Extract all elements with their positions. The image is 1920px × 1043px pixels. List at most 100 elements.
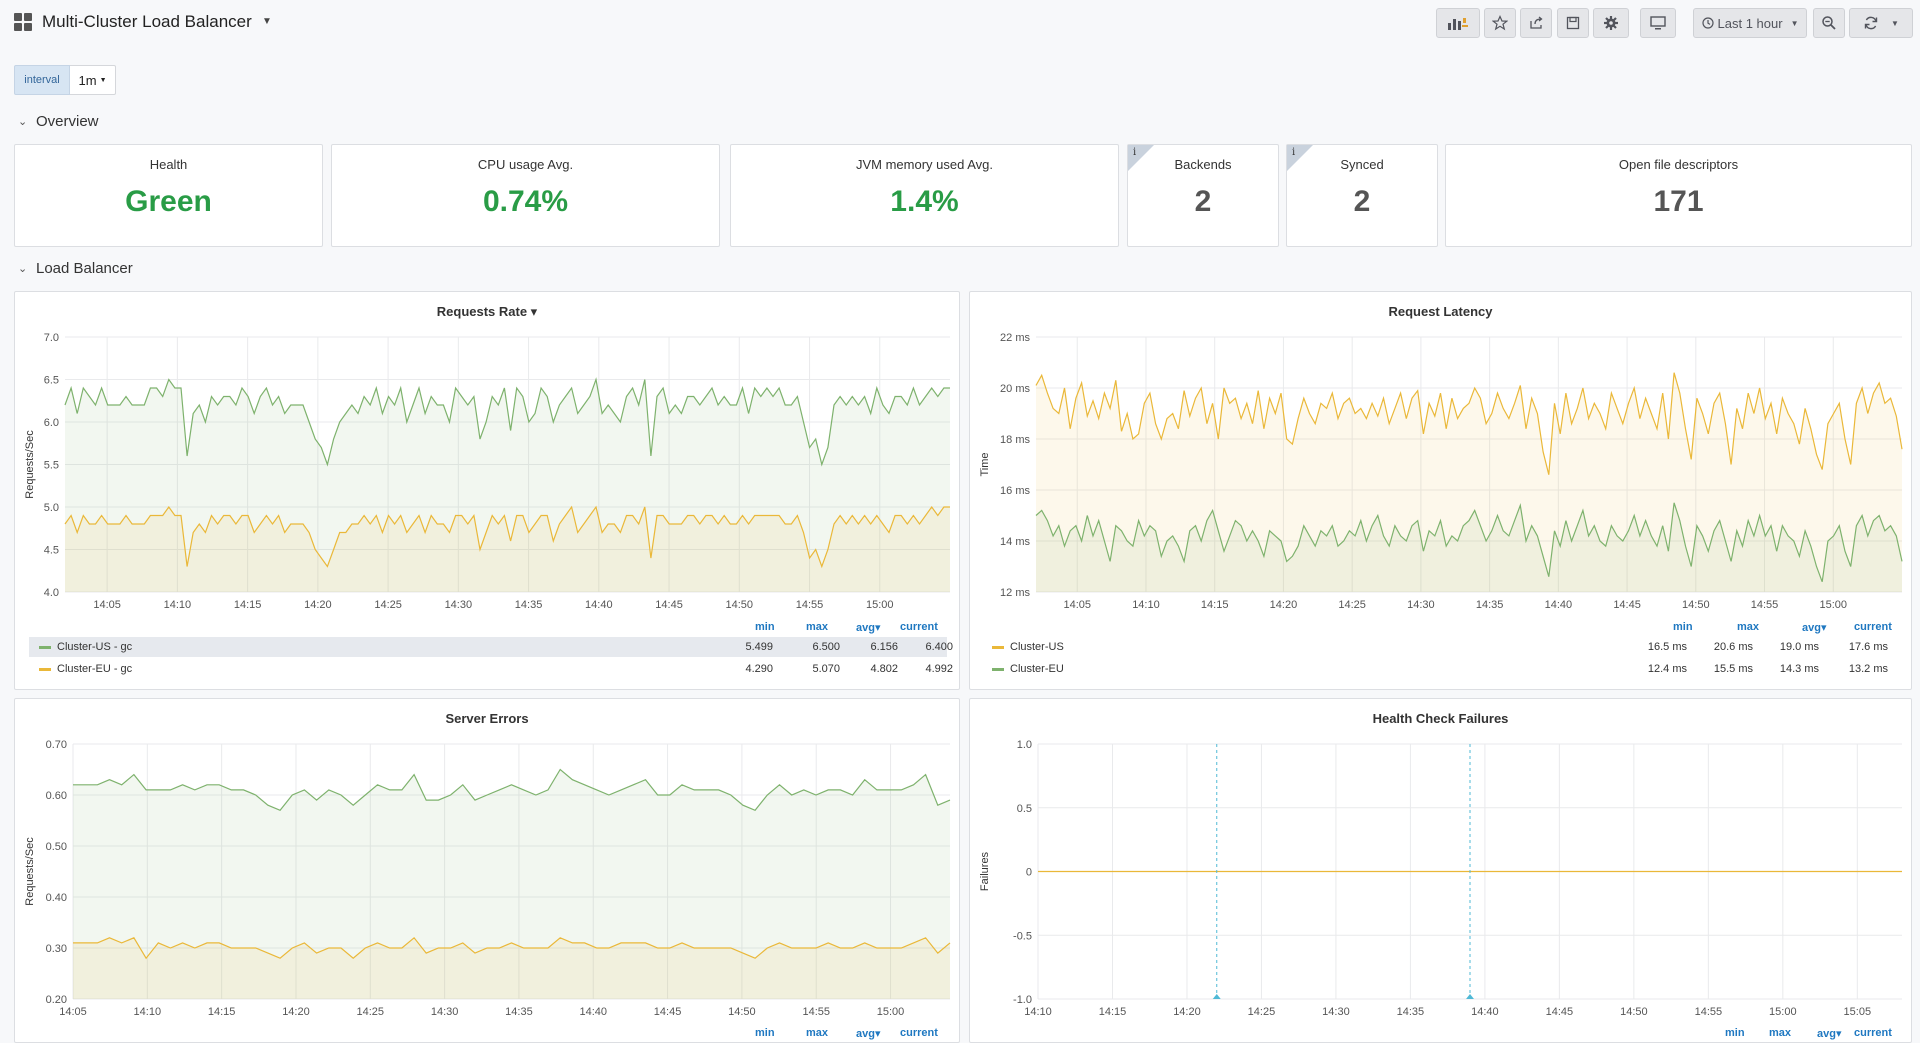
legend-header-min[interactable]: min — [755, 1027, 775, 1039]
info-icon[interactable]: i — [1133, 147, 1137, 158]
add-panel-icon — [1448, 18, 1468, 30]
legend-header-avg[interactable]: avg▾ — [856, 622, 881, 634]
share-button[interactable] — [1520, 8, 1552, 38]
series-area — [65, 379, 950, 592]
legend-series-name[interactable]: Cluster-EU — [1010, 663, 1064, 675]
graph-panel-health-check-failures[interactable]: Health Check Failures -1.0 -0.5 0 0.5 1.0 14:… — [969, 698, 1912, 1043]
legend-header-avg[interactable]: avg▾ — [1802, 622, 1827, 634]
y-tick-label: 0.50 — [46, 841, 67, 853]
stat-panel-health[interactable]: Health Green — [14, 144, 323, 247]
legend-row[interactable]: Cluster-US 16.5 ms 20.6 ms 19.0 ms 17.6 … — [982, 637, 1900, 657]
legend-series-name[interactable]: Cluster-EU - gc — [57, 663, 133, 675]
legend-series-name[interactable]: Cluster-US — [1010, 641, 1064, 653]
legend-header-current[interactable]: current — [900, 1027, 938, 1039]
x-tick-label: 14:40 — [585, 599, 613, 611]
graph-panel-request-latency[interactable]: Request Latency 12 ms 14 ms 16 ms 18 ms 20 m… — [969, 291, 1912, 690]
legend-row[interactable]: Cluster-EU 12.4 ms 15.5 ms 14.3 ms 13.2 … — [982, 659, 1900, 679]
y-tick-label: 0.5 — [1017, 803, 1032, 815]
row-load-balancer[interactable]: ⌄ Load Balancer — [18, 260, 133, 277]
legend-header-max[interactable]: max — [806, 621, 829, 633]
stat-value: 171 — [1653, 185, 1704, 218]
dashboard-title[interactable]: Multi-Cluster Load Balancer — [42, 12, 252, 31]
chevron-down-icon[interactable]: ▼ — [1891, 18, 1899, 28]
x-tick-label: 14:35 — [505, 1006, 533, 1018]
x-tick-label: 14:15 — [1201, 599, 1229, 611]
y-tick-label: 4.5 — [44, 545, 59, 557]
view-mode-button[interactable] — [1640, 8, 1676, 38]
health-check-failures-chart[interactable]: -1.0 -0.5 0 0.5 1.0 14:10 14:15 14:20 14:25 14:30… — [970, 699, 1913, 1029]
save-button[interactable] — [1557, 8, 1589, 38]
x-tick-label: 14:55 — [802, 1006, 830, 1018]
x-tick-label: 14:45 — [1613, 599, 1641, 611]
info-icon[interactable]: i — [1292, 147, 1296, 158]
x-tick-label: 14:10 — [134, 1006, 162, 1018]
graph-panel-requests-rate[interactable]: Requests Rate ▾ 4.0 4.5 5.0 5.5 6.0 6.5 7.0 14:… — [14, 291, 960, 690]
legend-header-current[interactable]: current — [900, 621, 938, 633]
stat-title: JVM memory used Avg. — [855, 157, 994, 172]
stat-panel-cpu[interactable]: CPU usage Avg. 0.74% — [331, 144, 720, 247]
legend-header-max[interactable]: max — [1769, 1027, 1792, 1039]
x-tick-label: 14:40 — [579, 1006, 607, 1018]
legend-header-current[interactable]: current — [1854, 1027, 1892, 1039]
legend-header-current[interactable]: current — [1854, 621, 1892, 633]
x-tick-label: 14:50 — [1620, 1006, 1648, 1018]
graph-panel-server-errors[interactable]: Server Errors 0.20 0.30 0.40 0.50 0.60 0.70 14… — [14, 698, 960, 1043]
x-tick-label: 14:30 — [445, 599, 473, 611]
y-tick-label: 0.70 — [46, 739, 67, 751]
legend-header-max[interactable]: max — [806, 1027, 829, 1039]
x-tick-label: 14:40 — [1471, 1006, 1499, 1018]
interval-variable-dropdown[interactable]: 1m ▼ — [70, 65, 116, 95]
legend-current: 6.400 — [925, 641, 953, 653]
info-corner[interactable] — [1287, 145, 1313, 171]
stat-panel-jvm-memory[interactable]: JVM memory used Avg. 1.4% — [730, 144, 1119, 247]
stat-title: Health — [149, 157, 188, 172]
x-tick-label: 14:20 — [1270, 599, 1298, 611]
annotation-marker — [1212, 994, 1221, 999]
legend-header-min[interactable]: min — [1673, 621, 1693, 633]
y-tick-label: 6.0 — [44, 417, 59, 429]
panel-title[interactable]: Requests Rate ▾ — [436, 304, 538, 319]
legend-header-avg[interactable]: avg▾ — [856, 1028, 881, 1040]
legend-min: 4.290 — [745, 663, 773, 675]
panel-title[interactable]: Health Check Failures — [1372, 711, 1509, 726]
series-line — [64, 377, 950, 467]
stat-panel-file-descriptors[interactable]: Open file descriptors 171 — [1445, 144, 1912, 247]
settings-button[interactable] — [1593, 8, 1629, 38]
stat-value: 0.74% — [482, 185, 569, 218]
panel-title[interactable]: Request Latency — [1388, 304, 1493, 319]
dashboard-grid-icon[interactable] — [14, 13, 32, 31]
chevron-down-icon[interactable]: ▼ — [262, 16, 272, 27]
star-button[interactable] — [1484, 8, 1516, 38]
y-tick-label: 0.30 — [46, 943, 67, 955]
server-errors-chart[interactable]: 0.20 0.30 0.40 0.50 0.60 0.70 14:05 14:10 14:15 1… — [15, 699, 961, 1029]
legend-row[interactable]: Cluster-EU - gc 4.290 5.070 4.802 4.992 — [29, 659, 953, 679]
legend-max: 5.070 — [812, 663, 840, 675]
time-picker-button[interactable]: Last 1 hour ▼ — [1693, 8, 1807, 38]
x-tick-label: 15:00 — [866, 599, 894, 611]
add-panel-button[interactable] — [1436, 8, 1480, 38]
panel-title[interactable]: Server Errors — [445, 711, 529, 726]
legend-header-min[interactable]: min — [1725, 1027, 1745, 1039]
stat-panel-synced[interactable]: i Synced 2 — [1286, 144, 1438, 247]
x-tick-label: 14:25 — [374, 599, 402, 611]
requests-rate-chart[interactable]: 4.0 4.5 5.0 5.5 6.0 6.5 7.0 14:05 14:10 14:15 14:2… — [15, 292, 961, 622]
legend-row[interactable]: Cluster-US - gc 5.499 6.500 6.156 6.400 — [29, 637, 953, 657]
legend-header-max[interactable]: max — [1737, 621, 1760, 633]
legend-header-min[interactable]: min — [755, 621, 775, 633]
series-line — [73, 936, 951, 960]
request-latency-chart[interactable]: 12 ms 14 ms 16 ms 18 ms 20 ms 22 ms 14:05 14:10… — [970, 292, 1913, 622]
x-tick-label: 14:25 — [1338, 599, 1366, 611]
legend-header-avg[interactable]: avg▾ — [1817, 1028, 1842, 1040]
share-icon — [1530, 16, 1543, 29]
stat-panel-backends[interactable]: i Backends 2 — [1127, 144, 1279, 247]
time-range-label: Last 1 hour — [1717, 15, 1783, 31]
monitor-icon — [1650, 16, 1666, 30]
row-overview[interactable]: ⌄ Overview — [18, 113, 99, 130]
refresh-button[interactable]: ▼ — [1849, 8, 1913, 38]
series-line — [73, 768, 951, 812]
info-corner[interactable] — [1128, 145, 1154, 171]
zoom-out-button[interactable] — [1813, 8, 1845, 38]
x-tick-label: 14:55 — [1751, 599, 1779, 611]
x-tick-label: 14:45 — [655, 599, 683, 611]
legend-series-name[interactable]: Cluster-US - gc — [57, 641, 133, 653]
